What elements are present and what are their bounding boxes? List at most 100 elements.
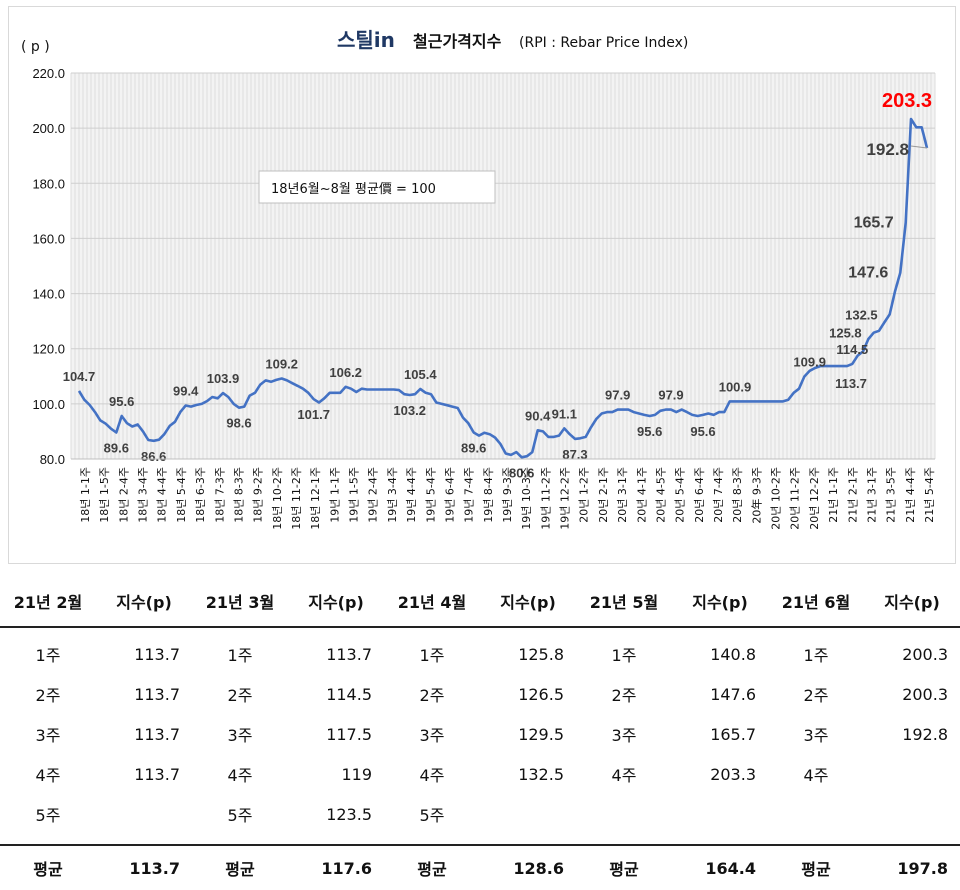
index-value-cell: 113.7 bbox=[326, 644, 372, 664]
week-cell: 1주 bbox=[35, 646, 61, 665]
x-tick-label: 19년 9-3주 bbox=[501, 467, 514, 523]
y-unit-label: ( p ) bbox=[21, 39, 50, 55]
week-cell: 5주 bbox=[35, 806, 61, 825]
header-month: 21년 6월 bbox=[768, 576, 864, 628]
data-label: 99.4 bbox=[173, 384, 199, 399]
index-value-cell: 117.5 bbox=[326, 724, 372, 744]
x-tick-label: 19년 5-4주 bbox=[424, 467, 437, 523]
data-label: 95.6 bbox=[637, 424, 662, 439]
index-value-cell bbox=[672, 794, 768, 834]
x-tick-label: 18년 5-4주 bbox=[175, 467, 188, 523]
data-label: 101.7 bbox=[297, 407, 330, 422]
chart-subtitle: (RPI : Rebar Price Index) bbox=[519, 35, 688, 51]
data-label: 165.7 bbox=[854, 215, 894, 232]
average-label-cell: 평균 bbox=[0, 844, 96, 890]
week-cell: 2주 bbox=[611, 686, 637, 705]
x-tick-label: 19년 10-3주 bbox=[520, 467, 533, 530]
table-row: 1주 113.7 1주 113.7 1주 125.8 1주 140.8 1주 200.3 bbox=[0, 627, 960, 674]
index-value-cell: 165.7 bbox=[710, 724, 756, 744]
index-value-cell: 123.5 bbox=[326, 804, 372, 824]
week-cell: 4주 bbox=[803, 766, 829, 785]
header-index: 지수(p) bbox=[288, 576, 384, 628]
data-label: 109.2 bbox=[265, 356, 298, 371]
index-value-cell bbox=[864, 754, 960, 794]
x-tick-label: 19년 11-2주 bbox=[539, 467, 552, 530]
data-label: 89.6 bbox=[104, 441, 129, 456]
data-label: 114.5 bbox=[836, 342, 868, 357]
x-tick-label: 20년 12-2주 bbox=[808, 467, 821, 530]
x-tick-label: 20年 9-3주 bbox=[749, 467, 763, 524]
week-cell: 5주 bbox=[227, 806, 253, 825]
data-label: 97.9 bbox=[658, 388, 683, 403]
x-tick-label: 20년 4-5주 bbox=[655, 467, 668, 523]
x-tick-label: 20년 10-2주 bbox=[770, 467, 783, 530]
index-value-cell: 200.3 bbox=[902, 684, 948, 704]
y-tick-label: 80.0 bbox=[40, 452, 65, 467]
x-tick-label: 18년 2-4주 bbox=[117, 467, 130, 523]
x-tick-label: 21년 2-1주 bbox=[846, 467, 859, 523]
x-tick-label: 20년 4-1주 bbox=[635, 467, 648, 523]
x-tick-label: 18년 1-5주 bbox=[98, 467, 111, 523]
x-tick-label: 20년 2-1주 bbox=[597, 467, 610, 523]
data-label: 80.6 bbox=[509, 465, 534, 480]
average-value-cell: 117.6 bbox=[288, 844, 384, 890]
week-cell: 1주 bbox=[803, 646, 829, 665]
data-label: 103.9 bbox=[207, 371, 240, 386]
x-tick-label: 19년 8-4주 bbox=[482, 467, 495, 523]
week-cell bbox=[768, 794, 864, 834]
x-tick-label: 20년 3-1주 bbox=[616, 467, 629, 523]
y-tick-label: 100.0 bbox=[32, 397, 65, 412]
rpi-series-line bbox=[77, 117, 929, 459]
header-month: 21년 3월 bbox=[192, 576, 288, 628]
average-value-cell: 113.7 bbox=[96, 844, 192, 890]
index-value-cell: 126.5 bbox=[518, 684, 564, 704]
x-tick-label: 20년 6-4주 bbox=[693, 467, 706, 523]
x-tick-label: 21년 4-4주 bbox=[904, 467, 917, 523]
y-tick-label: 180.0 bbox=[32, 176, 65, 191]
x-tick-label: 20년 5-4주 bbox=[674, 467, 687, 523]
table-row: 5주 5주 123.5 5주 bbox=[0, 794, 960, 834]
x-tick-label: 19년 4-4주 bbox=[405, 467, 418, 523]
data-label: 147.6 bbox=[848, 265, 888, 282]
y-tick-label: 160.0 bbox=[32, 231, 65, 246]
index-value-cell bbox=[96, 794, 192, 834]
week-cell: 3주 bbox=[803, 726, 829, 745]
index-value-cell: 113.7 bbox=[134, 764, 180, 784]
weekly-index-table-container: 21년 2월 지수(p) 21년 3월 지수(p) 21년 4월 지수(p) 2… bbox=[0, 576, 960, 890]
data-label: 192.8 bbox=[866, 140, 909, 159]
y-tick-label: 140.0 bbox=[32, 287, 65, 302]
x-tick-label: 21년 5-4주 bbox=[923, 467, 936, 523]
annotation-box bbox=[258, 170, 496, 204]
x-tick-label: 20년 8-3주 bbox=[731, 467, 744, 523]
week-cell: 2주 bbox=[803, 686, 829, 705]
data-label: 113.7 bbox=[835, 376, 867, 391]
week-cell: 3주 bbox=[227, 726, 253, 745]
week-cell: 1주 bbox=[419, 646, 445, 665]
chart-logo: 스틸in bbox=[337, 28, 395, 52]
x-tick-label: 21년 1-1주 bbox=[827, 467, 840, 523]
data-label: 91.1 bbox=[552, 406, 577, 421]
data-label: 89.6 bbox=[461, 441, 486, 456]
index-value-cell: 200.3 bbox=[902, 644, 948, 664]
average-label-cell: 평균 bbox=[384, 844, 480, 890]
week-cell: 4주 bbox=[611, 766, 637, 785]
index-value-cell: 113.7 bbox=[134, 724, 180, 744]
table-header-row: 21년 2월 지수(p) 21년 3월 지수(p) 21년 4월 지수(p) 2… bbox=[0, 576, 960, 628]
week-cell: 5주 bbox=[419, 806, 445, 825]
x-tick-label: 19년 2-4주 bbox=[367, 467, 380, 523]
x-tick-label: 20년 7-4주 bbox=[712, 467, 725, 523]
index-value-cell: 140.8 bbox=[710, 644, 756, 664]
x-tick-label: 18년 6-3주 bbox=[194, 467, 207, 523]
header-index: 지수(p) bbox=[480, 576, 576, 628]
x-tick-label: 19년 1-5주 bbox=[348, 467, 361, 523]
x-tick-label: 19년 7-4주 bbox=[463, 467, 476, 523]
x-tick-label: 18년 12-1주 bbox=[309, 467, 322, 530]
data-label: 95.6 bbox=[109, 394, 134, 409]
x-tick-label: 18년 11-2주 bbox=[290, 467, 303, 530]
header-month: 21년 2월 bbox=[0, 576, 96, 628]
index-value-cell: 119 bbox=[341, 764, 372, 784]
x-tick-label: 19년 1-1주 bbox=[328, 467, 341, 523]
x-tick-label: 18년 4-4주 bbox=[156, 467, 169, 523]
annotation-text: 18년6월~8월 평균價 = 100 bbox=[271, 182, 436, 197]
week-cell: 1주 bbox=[227, 646, 253, 665]
